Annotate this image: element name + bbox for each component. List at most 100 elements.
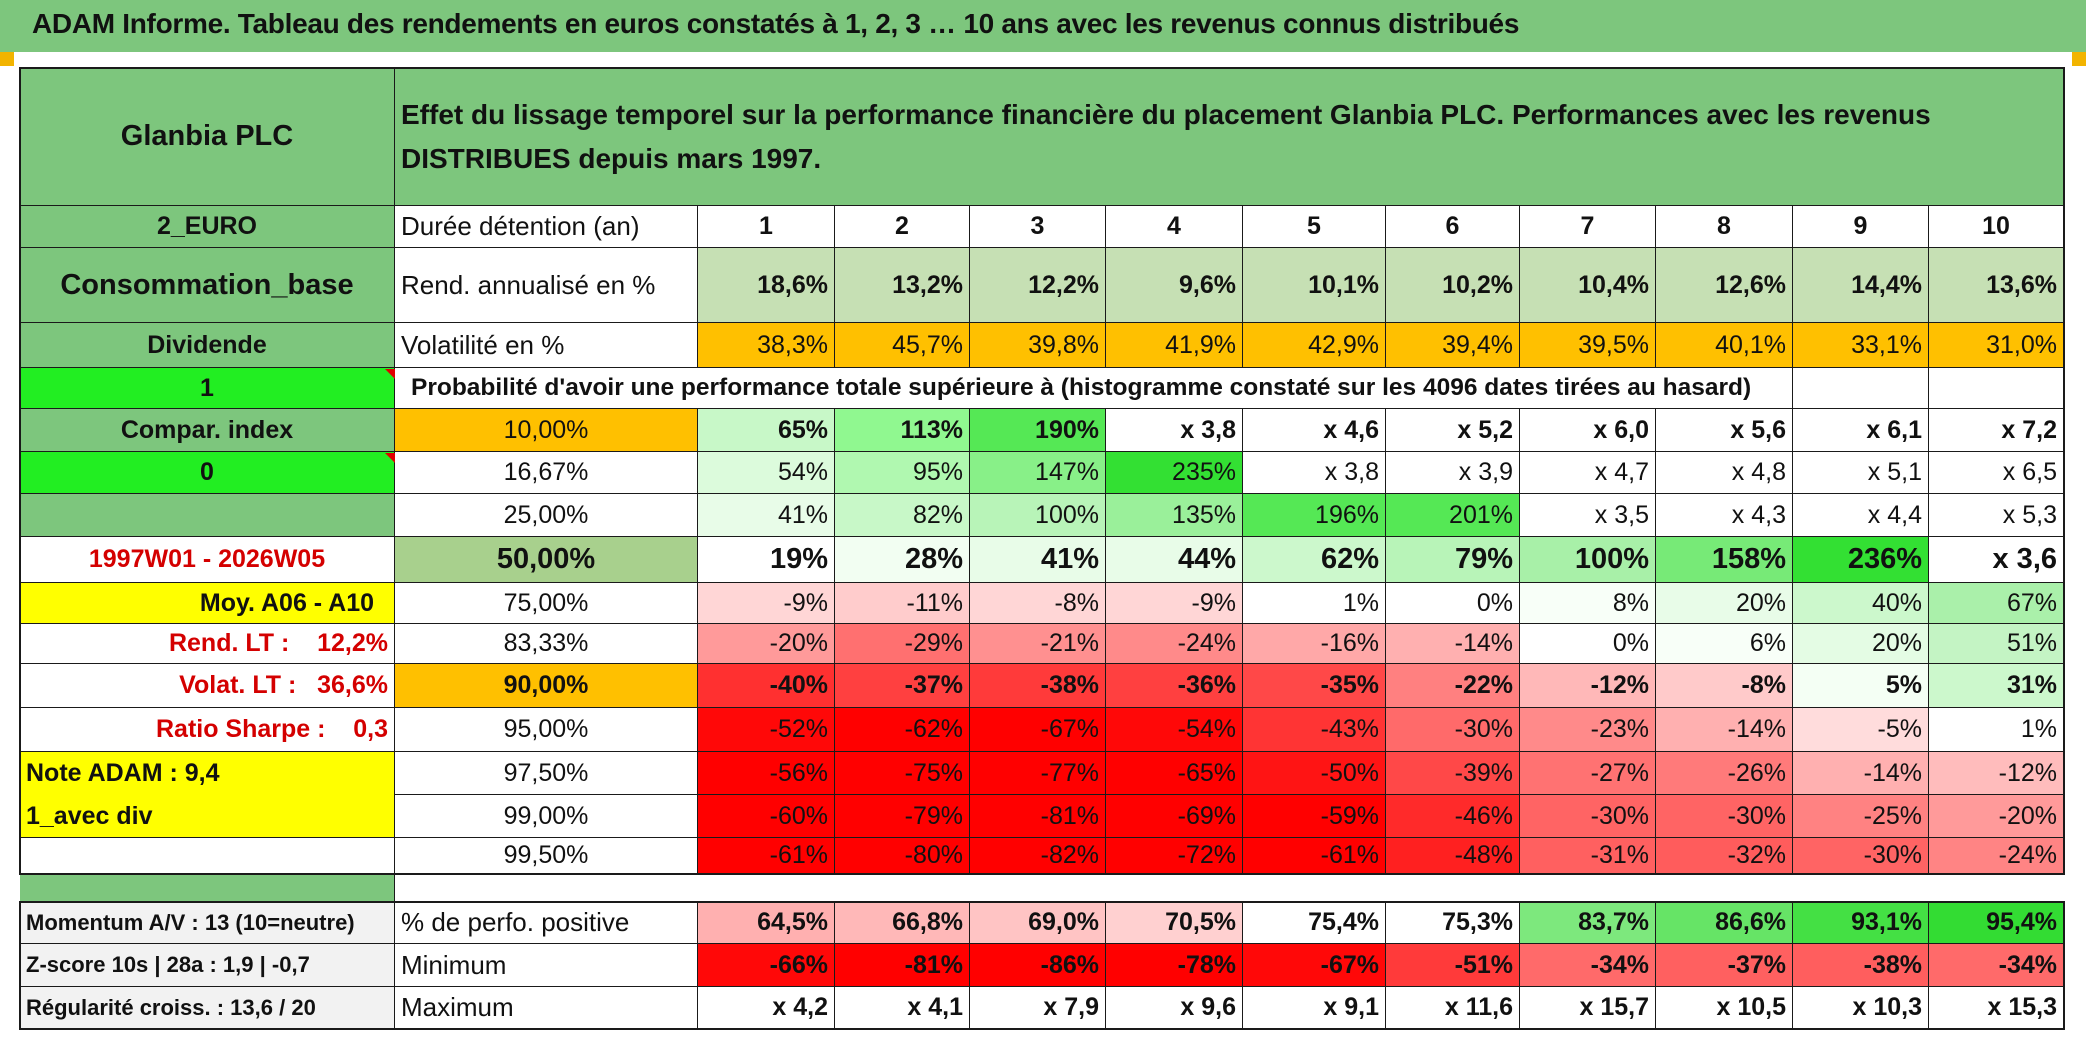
- rend-lt: Rend. LT : 12,2%: [20, 624, 395, 664]
- year-header-4: 4: [1106, 206, 1243, 248]
- bottom-cell-text: x 7,9: [1043, 993, 1099, 1021]
- percentile-label: 50,00%: [395, 537, 698, 583]
- prob-cell-text: -59%: [1320, 801, 1379, 830]
- percentile-label: 83,33%: [395, 624, 698, 664]
- prob-cell: 54%: [698, 452, 835, 494]
- rend-cell-text: 18,6%: [757, 270, 828, 299]
- vol-cell: 40,1%: [1656, 323, 1793, 368]
- prob-cell: 100%: [970, 494, 1106, 537]
- bottom-cell: 93,1%: [1793, 902, 1929, 944]
- prob-cell-text: 20%: [1735, 588, 1786, 617]
- prob-cell-text: -46%: [1454, 801, 1513, 830]
- prob-cell: 1%: [1243, 583, 1386, 624]
- prob-cell: -52%: [698, 708, 835, 752]
- bottom-cell-text: x 11,6: [1444, 993, 1513, 1021]
- prob-cell-text: -9%: [1191, 588, 1236, 617]
- prob-cell-text: -9%: [783, 588, 828, 617]
- zscore-label: Z-score 10s | 28a : 1,9 | -0,7: [20, 944, 395, 987]
- probability-label-text: Probabilité d'avoir une performance tota…: [411, 374, 1752, 401]
- prob-cell: -20%: [1929, 795, 2064, 838]
- regularite-label: Régularité croiss. : 13,6 / 20: [20, 987, 395, 1029]
- prob-cell-text: x 5,1: [1867, 458, 1922, 486]
- bottom-cell-text: -34%: [1998, 950, 2057, 979]
- prob-cell-text: 5%: [1885, 671, 1922, 699]
- percentile-label-text: 83,33%: [503, 629, 589, 657]
- prob-cell: 147%: [970, 452, 1106, 494]
- rend-cell: 13,6%: [1929, 248, 2064, 323]
- bottom-cell: -51%: [1386, 944, 1520, 987]
- bottom-cell: 69,0%: [970, 902, 1106, 944]
- bottom-cell-text: x 4,2: [772, 993, 828, 1021]
- stock-name: Glanbia PLC: [20, 68, 395, 206]
- year-header-6-text: 6: [1445, 212, 1460, 240]
- prob-cell-text: 201%: [1449, 500, 1513, 529]
- prob-cell: 5%: [1793, 664, 1929, 708]
- bottom-cell: -37%: [1656, 944, 1793, 987]
- percentile-label: 75,00%: [395, 583, 698, 624]
- bottom-cell: 75,4%: [1243, 902, 1386, 944]
- prob-cell-text: -80%: [904, 841, 963, 869]
- prob-cell: -21%: [970, 624, 1106, 664]
- prob-cell-text: -35%: [1320, 671, 1379, 699]
- prob-cell: -43%: [1243, 708, 1386, 752]
- prob-cell: -69%: [1106, 795, 1243, 838]
- prob-cell: 0%: [1386, 583, 1520, 624]
- year-header-10: 10: [1929, 206, 2064, 248]
- prob-cell-text: 100%: [1574, 543, 1649, 575]
- prob-cell-text: -30%: [1590, 801, 1649, 830]
- bottom-cell-text: 95,4%: [1986, 908, 2057, 936]
- prob-cell-text: x 4,8: [1731, 458, 1786, 486]
- separator-green: [20, 874, 395, 902]
- prob-cell: -29%: [835, 624, 970, 664]
- prob-cell-text: x 5,6: [1730, 415, 1786, 444]
- prob-cell: -20%: [698, 624, 835, 664]
- prob-cell: -30%: [1386, 708, 1520, 752]
- prob-cell: -48%: [1386, 838, 1520, 874]
- compar-index-label-text: Compar. index: [120, 415, 294, 444]
- prob-cell-text: -54%: [1177, 715, 1236, 743]
- rend-cell: 13,2%: [835, 248, 970, 323]
- prob-cell-text: -40%: [769, 671, 828, 699]
- prob-cell: 82%: [835, 494, 970, 537]
- dividend-label-text: Dividende: [147, 330, 267, 359]
- prob-cell-text: x 3,8: [1324, 458, 1379, 486]
- year-header-6: 6: [1386, 206, 1520, 248]
- prob-cell: -31%: [1520, 838, 1656, 874]
- prob-cell: 8%: [1520, 583, 1656, 624]
- prob-cell: 235%: [1106, 452, 1243, 494]
- prob-cell: -14%: [1656, 708, 1793, 752]
- compar-index-label: Compar. index: [20, 409, 395, 452]
- comment-marker: [385, 369, 395, 379]
- probability-label: Probabilité d'avoir une performance tota…: [395, 368, 1793, 409]
- prob-cell-text: -5%: [1877, 715, 1922, 743]
- prob-cell: -79%: [835, 795, 970, 838]
- vol-cell-text: 41,9%: [1165, 330, 1236, 359]
- rend-cell-text: 12,6%: [1715, 270, 1786, 299]
- rend-cell: 9,6%: [1106, 248, 1243, 323]
- percentile-label: 90,00%: [395, 664, 698, 708]
- prob-cell: 31%: [1929, 664, 2064, 708]
- prob-cell-text: 1%: [1342, 588, 1379, 617]
- percentile-label-text: 90,00%: [503, 671, 589, 699]
- year-header-5: 5: [1243, 206, 1386, 248]
- rend-cell-text: 13,6%: [1986, 270, 2057, 299]
- prob-cell: -16%: [1243, 624, 1386, 664]
- prob-cell: x 6,5: [1929, 452, 2064, 494]
- vol-cell: 41,9%: [1106, 323, 1243, 368]
- duree-label-text: Durée détention (an): [401, 211, 640, 241]
- prob-cell: x 4,7: [1520, 452, 1656, 494]
- prob-cell-text: -11%: [906, 588, 963, 617]
- bottom-cell: 86,6%: [1656, 902, 1793, 944]
- rend-cell-text: 14,4%: [1851, 270, 1922, 299]
- prob-cell-text: x 4,6: [1323, 415, 1379, 444]
- prob-cell-text: -75%: [904, 758, 963, 787]
- prob-cell-text: -23%: [1590, 715, 1649, 743]
- corner-marker-right: [2072, 52, 2086, 66]
- bottom-cell: -67%: [1243, 944, 1386, 987]
- prob-cell-text: -14%: [1454, 629, 1513, 657]
- prob-cell-text: -20%: [769, 629, 828, 657]
- prob-cell-text: -50%: [1320, 758, 1379, 787]
- prob-cell-text: -62%: [904, 715, 963, 743]
- prob-cell: -75%: [835, 752, 970, 795]
- rend-cell-text: 10,2%: [1442, 270, 1513, 299]
